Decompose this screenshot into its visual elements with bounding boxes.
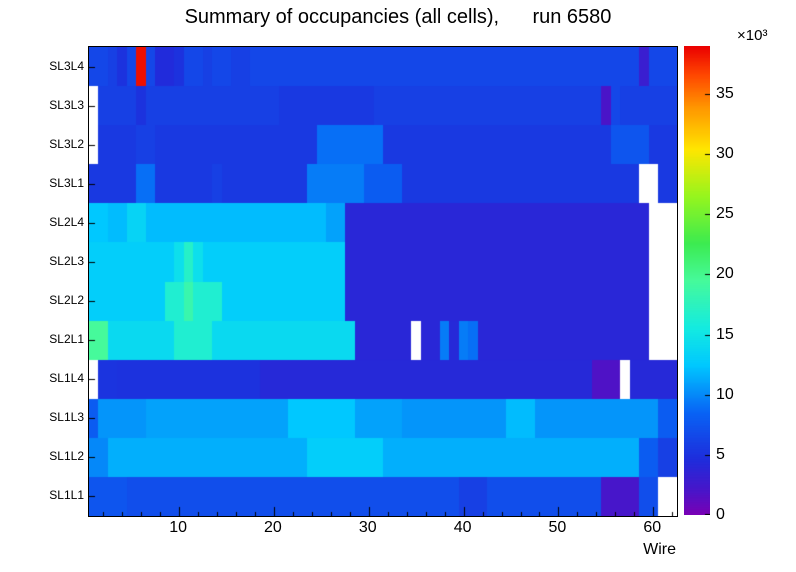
y-axis-label: SL3L4 [49, 58, 84, 73]
colorbar-tick-label: 25 [716, 205, 734, 223]
y-axis-label: SL2L3 [49, 253, 84, 268]
colorbar-tick-label: 0 [716, 506, 725, 523]
heatmap-canvas [89, 47, 677, 516]
colorbar [684, 46, 710, 515]
colorbar-tick-label: 20 [716, 265, 734, 283]
x-axis-tick-label: 30 [358, 519, 377, 536]
colorbar-tick-label: 35 [716, 85, 734, 103]
y-axis-label: SL1L2 [49, 449, 84, 464]
y-axis-label: SL1L1 [49, 488, 84, 503]
x-axis-tick-label: 20 [264, 519, 282, 536]
y-axis-label: SL3L2 [49, 136, 84, 151]
colorbar-tick-label: 30 [716, 145, 734, 163]
colorbar-tick-label: 10 [716, 385, 734, 403]
x-axis-tick-label: 60 [643, 519, 662, 536]
y-axis-label: SL2L1 [49, 332, 84, 347]
y-axis-label: SL1L3 [49, 410, 84, 425]
colorbar-tick-label: 15 [716, 325, 734, 343]
x-axis-title: Wire [643, 541, 676, 558]
x-axis-tick-label: 50 [548, 519, 567, 536]
y-axis-label: SL2L2 [49, 293, 84, 308]
y-axis-label: SL3L1 [49, 175, 84, 190]
plot-frame [88, 46, 678, 517]
y-axis-label: SL2L4 [49, 214, 84, 229]
x-axis-tick-label: 40 [453, 519, 472, 536]
chart-title: Summary of occupancies (all cells), run … [184, 6, 612, 28]
x-axis-tick-label: 10 [169, 519, 187, 536]
y-axis-label: SL1L4 [49, 371, 84, 386]
y-axis-label: SL3L3 [49, 97, 84, 112]
colorbar-multiplier: ×10³ [737, 27, 768, 44]
colorbar-tick-label: 5 [716, 445, 725, 463]
colorbar-canvas [684, 46, 710, 515]
